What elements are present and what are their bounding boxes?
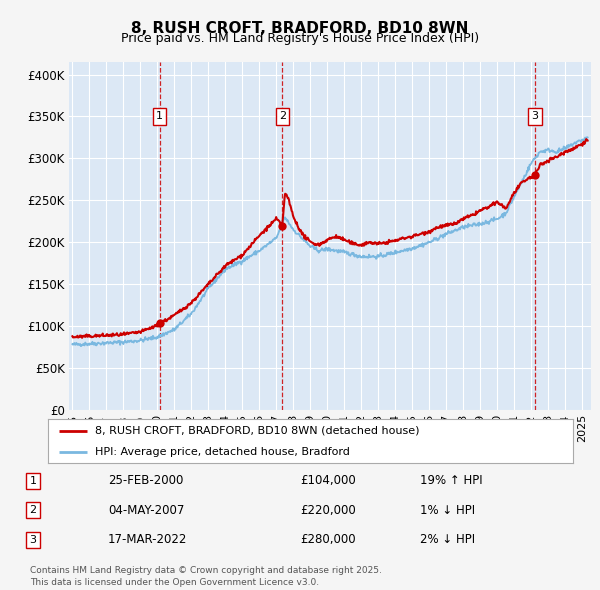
Text: 25-FEB-2000: 25-FEB-2000 bbox=[108, 474, 184, 487]
Text: 3: 3 bbox=[532, 112, 539, 122]
Text: Contains HM Land Registry data © Crown copyright and database right 2025.
This d: Contains HM Land Registry data © Crown c… bbox=[30, 566, 382, 587]
Text: 19% ↑ HPI: 19% ↑ HPI bbox=[420, 474, 482, 487]
Text: 2: 2 bbox=[278, 112, 286, 122]
Text: 2: 2 bbox=[29, 506, 37, 515]
Text: Price paid vs. HM Land Registry's House Price Index (HPI): Price paid vs. HM Land Registry's House … bbox=[121, 32, 479, 45]
Text: 1% ↓ HPI: 1% ↓ HPI bbox=[420, 504, 475, 517]
Text: £220,000: £220,000 bbox=[300, 504, 356, 517]
Text: 1: 1 bbox=[29, 476, 37, 486]
Text: 2% ↓ HPI: 2% ↓ HPI bbox=[420, 533, 475, 546]
Text: 17-MAR-2022: 17-MAR-2022 bbox=[108, 533, 187, 546]
Text: 04-MAY-2007: 04-MAY-2007 bbox=[108, 504, 184, 517]
Text: 8, RUSH CROFT, BRADFORD, BD10 8WN (detached house): 8, RUSH CROFT, BRADFORD, BD10 8WN (detac… bbox=[95, 426, 420, 436]
Text: £280,000: £280,000 bbox=[300, 533, 356, 546]
Text: 1: 1 bbox=[156, 112, 163, 122]
Text: 8, RUSH CROFT, BRADFORD, BD10 8WN: 8, RUSH CROFT, BRADFORD, BD10 8WN bbox=[131, 21, 469, 35]
Text: 3: 3 bbox=[29, 535, 37, 545]
Text: £104,000: £104,000 bbox=[300, 474, 356, 487]
Text: HPI: Average price, detached house, Bradford: HPI: Average price, detached house, Brad… bbox=[95, 447, 350, 457]
